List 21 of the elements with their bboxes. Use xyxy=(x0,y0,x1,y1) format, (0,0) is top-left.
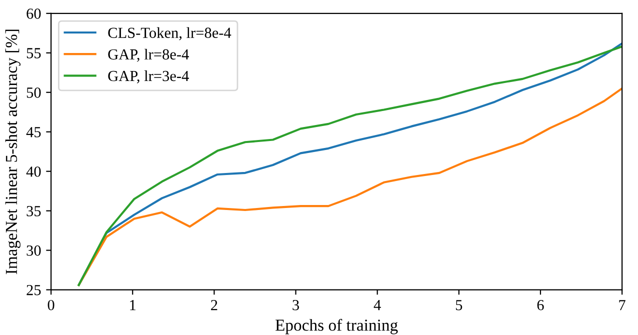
x-tick-label: 1 xyxy=(130,300,136,310)
x-tick-label: 2 xyxy=(211,300,218,310)
x-tick-label: 5 xyxy=(456,300,462,310)
x-tick-label: 6 xyxy=(537,300,544,310)
x-tick-label: 3 xyxy=(292,300,299,310)
y-axis-title: ImageNet linear 5-shot accuracy [%] xyxy=(5,30,20,274)
x-tick-label: 0 xyxy=(48,300,54,310)
y-tick-label: 45 xyxy=(26,127,41,138)
legend-label: GAP, lr=8e-4 xyxy=(108,48,189,62)
y-tick-label: 35 xyxy=(26,206,41,216)
y-tick-label: 60 xyxy=(26,8,41,19)
legend-label: CLS-Token, lr=8e-4 xyxy=(108,27,232,40)
legend-label: GAP, lr=3e-4 xyxy=(108,70,189,84)
x-tick-label: 4 xyxy=(374,300,381,310)
y-tick-label: 50 xyxy=(26,88,41,98)
y-tick-label: 40 xyxy=(26,166,41,177)
x-tick-label: 7 xyxy=(619,300,626,310)
x-axis-title: Epochs of training xyxy=(275,318,398,334)
y-tick-label: 25 xyxy=(26,284,41,296)
y-tick-label: 55 xyxy=(26,48,41,58)
y-tick-label: 30 xyxy=(26,245,41,256)
